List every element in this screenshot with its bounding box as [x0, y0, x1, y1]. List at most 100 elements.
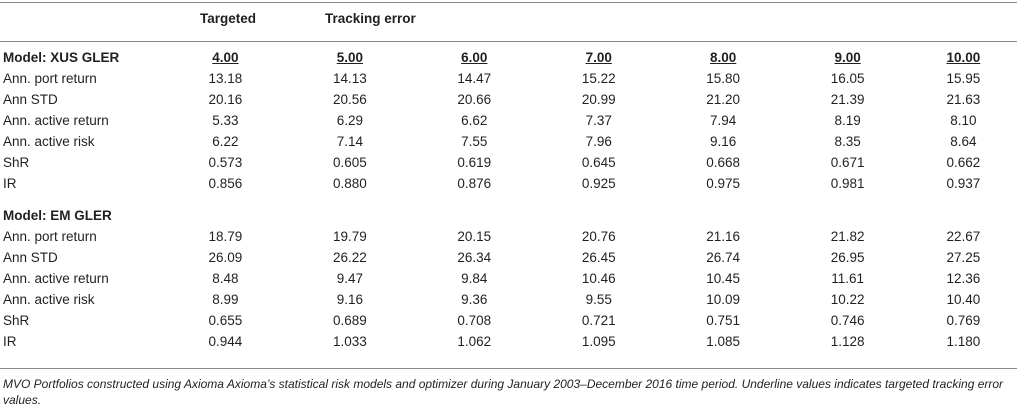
cell: 14.13	[332, 71, 367, 86]
cell: 7.96	[585, 134, 612, 149]
header-rule	[0, 41, 1017, 42]
cell: 0.944	[208, 334, 243, 349]
target-value: 7.00	[585, 50, 612, 65]
table-row: Ann STD 26.09 26.22 26.34 26.45 26.74 26…	[0, 247, 1017, 268]
cell: 5.33	[212, 113, 239, 128]
cell: 8.10	[950, 113, 977, 128]
cell: 0.746	[830, 313, 865, 328]
cell: 0.662	[946, 155, 981, 170]
cell: 7.14	[336, 134, 363, 149]
table-row: ShR 0.573 0.605 0.619 0.645 0.668 0.671 …	[0, 152, 1017, 173]
cell: 8.99	[212, 292, 239, 307]
section-spacer	[0, 194, 1017, 205]
table-row: Ann. port return 18.79 19.79 20.15 20.76…	[0, 226, 1017, 247]
row-label: Ann. port return	[3, 229, 97, 244]
cell: 15.80	[706, 71, 741, 86]
cell: 26.34	[457, 250, 492, 265]
cell: 11.61	[831, 271, 864, 286]
row-label: Ann STD	[3, 92, 58, 107]
cell: 22.67	[946, 229, 981, 244]
row-label: Ann STD	[3, 250, 58, 265]
cell: 20.56	[332, 92, 367, 107]
cell: 16.05	[830, 71, 865, 86]
top-rule	[0, 2, 1017, 3]
cell: 26.74	[706, 250, 741, 265]
cell: 9.84	[461, 271, 488, 286]
table-row: Ann. active return 5.33 6.29 6.62 7.37 7…	[0, 110, 1017, 131]
cell: 1.062	[457, 334, 492, 349]
cell: 7.37	[585, 113, 612, 128]
cell: 0.708	[457, 313, 492, 328]
target-value: 4.00	[212, 50, 239, 65]
row-label: Ann. active risk	[3, 292, 95, 307]
table-row: IR 0.856 0.880 0.876 0.925 0.975 0.981 0…	[0, 173, 1017, 194]
cell: 0.880	[332, 176, 367, 191]
row-label: IR	[3, 334, 17, 349]
table-row: Ann. active risk 6.22 7.14 7.55 7.96 9.1…	[0, 131, 1017, 152]
cell: 8.64	[950, 134, 977, 149]
cell: 15.22	[581, 71, 616, 86]
cell: 20.66	[457, 92, 492, 107]
row-label: Ann. active risk	[3, 134, 95, 149]
cell: 9.16	[336, 292, 363, 307]
cell: 13.18	[208, 71, 243, 86]
table-row-model-em: Model: EM GLER	[0, 205, 1017, 226]
cell: 6.62	[461, 113, 488, 128]
row-label: Ann. active return	[3, 113, 109, 128]
cell: 14.47	[457, 71, 492, 86]
table-row: Ann. active risk 8.99 9.16 9.36 9.55 10.…	[0, 289, 1017, 310]
cell: 6.29	[336, 113, 363, 128]
cell: 9.36	[461, 292, 488, 307]
cell: 15.95	[946, 71, 981, 86]
cell: 26.95	[830, 250, 865, 265]
row-label: ShR	[3, 313, 30, 328]
row-label: IR	[3, 176, 17, 191]
table-row: Ann. port return 13.18 14.13 14.47 15.22…	[0, 68, 1017, 89]
cell: 0.769	[946, 313, 981, 328]
cell: 21.20	[706, 92, 741, 107]
cell: 10.40	[946, 292, 981, 307]
cell: 26.22	[332, 250, 367, 265]
cell: 7.94	[710, 113, 737, 128]
header-targeted: Targeted	[200, 11, 257, 26]
cell: 7.55	[461, 134, 488, 149]
cell: 8.35	[834, 134, 861, 149]
cell: 9.47	[336, 271, 363, 286]
cell: 8.19	[834, 113, 861, 128]
cell: 21.82	[830, 229, 865, 244]
cell: 0.671	[830, 155, 865, 170]
cell: 26.09	[208, 250, 243, 265]
row-label: Ann. port return	[3, 71, 97, 86]
model-label: Model: EM GLER	[3, 208, 112, 223]
cell: 1.180	[946, 334, 981, 349]
results-table: Model: XUS GLER 4.00 5.00 6.00 7.00 8.00…	[0, 47, 1017, 352]
table-row-model-xus: Model: XUS GLER 4.00 5.00 6.00 7.00 8.00…	[0, 47, 1017, 68]
cell: 21.16	[706, 229, 741, 244]
cell: 19.79	[332, 229, 367, 244]
cell: 12.36	[946, 271, 981, 286]
cell: 1.095	[581, 334, 616, 349]
cell: 0.981	[830, 176, 865, 191]
cell: 0.655	[208, 313, 243, 328]
cell: 0.925	[581, 176, 616, 191]
cell: 26.45	[581, 250, 616, 265]
model-label: Model: XUS GLER	[3, 50, 120, 65]
cell: 0.619	[457, 155, 492, 170]
target-value: 8.00	[710, 50, 737, 65]
cell: 10.22	[830, 292, 865, 307]
cell: 21.39	[830, 92, 865, 107]
cell: 0.856	[208, 176, 243, 191]
cell: 1.033	[332, 334, 367, 349]
table-row: Ann. active return 8.48 9.47 9.84 10.46 …	[0, 268, 1017, 289]
cell: 6.22	[212, 134, 239, 149]
target-value: 6.00	[461, 50, 488, 65]
cell: 1.085	[706, 334, 741, 349]
target-value: 5.00	[336, 50, 363, 65]
row-label: Ann. active return	[3, 271, 109, 286]
cell: 20.99	[581, 92, 616, 107]
cell: 8.48	[212, 271, 239, 286]
table-footnote: MVO Portfolios constructed using Axioma …	[3, 377, 1004, 407]
cell: 0.573	[208, 155, 243, 170]
bottom-rule	[0, 368, 1017, 369]
